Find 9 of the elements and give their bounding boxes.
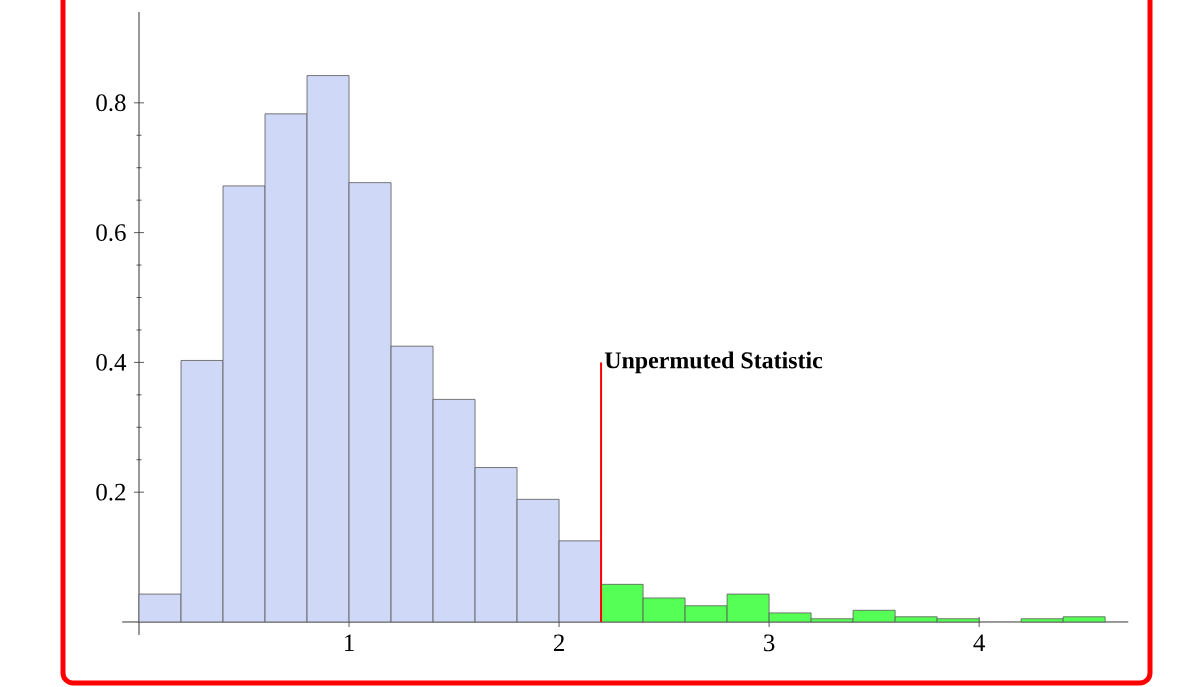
- y-tick-label: 0.6: [96, 224, 126, 242]
- ref-line-label: Unpermuted Statistic: [604, 351, 823, 374]
- x-tick-label: 3: [764, 634, 775, 652]
- x-tick-label: 1: [345, 634, 354, 651]
- x-tick-label: 4: [973, 634, 985, 651]
- x-tick-label: 2: [553, 634, 564, 651]
- y-tick-label: 0.8: [96, 94, 126, 112]
- y-tick-label: 0.4: [96, 353, 127, 371]
- y-tick-label: 0.2: [96, 483, 126, 501]
